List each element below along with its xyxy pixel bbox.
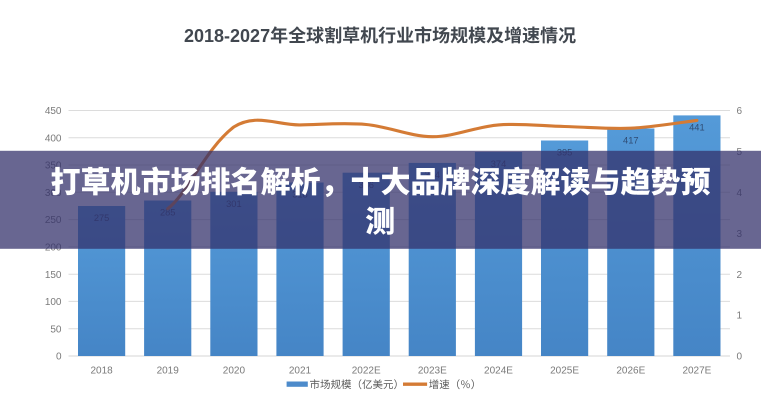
svg-text:2019: 2019 — [157, 365, 180, 376]
svg-text:2024E: 2024E — [484, 365, 513, 376]
svg-text:2026E: 2026E — [616, 365, 645, 376]
svg-text:417: 417 — [623, 136, 639, 146]
svg-text:2025E: 2025E — [550, 365, 579, 376]
svg-text:150: 150 — [45, 270, 62, 281]
svg-text:2021: 2021 — [289, 365, 312, 376]
svg-text:1: 1 — [737, 311, 743, 322]
svg-text:6: 6 — [737, 106, 743, 117]
svg-text:50: 50 — [50, 324, 62, 335]
svg-text:2: 2 — [737, 270, 743, 281]
svg-text:0: 0 — [737, 352, 743, 363]
svg-text:2018: 2018 — [90, 365, 113, 376]
svg-text:450: 450 — [45, 106, 62, 117]
svg-text:100: 100 — [45, 297, 62, 308]
svg-text:441: 441 — [689, 123, 705, 133]
svg-text:2018-2027: 2018-2027 — [184, 26, 270, 46]
svg-text:2027E: 2027E — [682, 365, 711, 376]
svg-text:400: 400 — [45, 133, 62, 144]
svg-text:2022E: 2022E — [352, 365, 381, 376]
svg-text:2023E: 2023E — [418, 365, 447, 376]
svg-text:2020: 2020 — [223, 365, 246, 376]
svg-text:0: 0 — [56, 352, 62, 363]
